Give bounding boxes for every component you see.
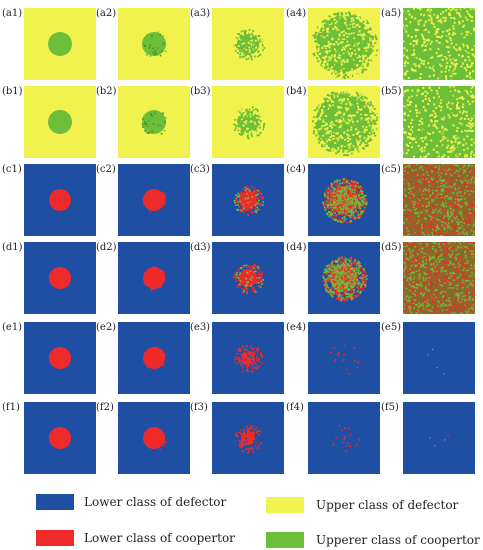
panel-a2 xyxy=(118,8,190,80)
lattice-b3 xyxy=(212,86,284,158)
lattice-c1 xyxy=(24,164,96,236)
lattice-e4 xyxy=(308,322,380,394)
panel-label-f1: (f1) xyxy=(2,402,20,413)
panel-grid: (a1) (a2) (a3) (a4) (a5) (b1) (b2) (b3) (b4) (b5)… xyxy=(2,8,475,474)
panel-label-a5: (a5) xyxy=(381,8,402,19)
panel-d5 xyxy=(403,242,475,314)
panel-c1 xyxy=(24,164,96,236)
panel-f3 xyxy=(212,402,284,474)
panel-d3 xyxy=(212,242,284,314)
panel-label-c4: (c4) xyxy=(286,164,306,175)
lattice-f2 xyxy=(118,402,190,474)
lattice-f5 xyxy=(403,402,475,474)
lattice-f1 xyxy=(24,402,96,474)
panel-label-a4: (a4) xyxy=(286,8,307,19)
legend-swatch-lower-cooperator xyxy=(36,530,74,546)
panel-label-d2: (d2) xyxy=(96,242,117,253)
lattice-b2 xyxy=(118,86,190,158)
panel-e4 xyxy=(308,322,380,394)
lattice-e1 xyxy=(24,322,96,394)
panel-a3 xyxy=(212,8,284,80)
legend-label-upper-defector: Upper class of defector xyxy=(316,498,459,512)
panel-b5 xyxy=(403,86,475,158)
panel-label-f5: (f5) xyxy=(381,402,399,413)
lattice-c5 xyxy=(403,164,475,236)
lattice-e3 xyxy=(212,322,284,394)
panel-e5 xyxy=(403,322,475,394)
panel-label-f2: (f2) xyxy=(96,402,114,413)
panel-e3 xyxy=(212,322,284,394)
lattice-c3 xyxy=(212,164,284,236)
panel-label-c5: (c5) xyxy=(381,164,401,175)
panel-a4 xyxy=(308,8,380,80)
panel-label-f4: (f4) xyxy=(286,402,304,413)
panel-b4 xyxy=(308,86,380,158)
panel-b2 xyxy=(118,86,190,158)
panel-label-d5: (d5) xyxy=(381,242,402,253)
panel-label-c1: (c1) xyxy=(2,164,22,175)
panel-a1 xyxy=(24,8,96,80)
lattice-d5 xyxy=(403,242,475,314)
legend-swatch-upper-defector xyxy=(266,497,304,513)
panel-f1 xyxy=(24,402,96,474)
lattice-c2 xyxy=(118,164,190,236)
lattice-a4 xyxy=(308,8,380,80)
panel-f5 xyxy=(403,402,475,474)
legend-label-lower-defector: Lower class of defector xyxy=(84,495,227,509)
panel-label-e2: (e2) xyxy=(96,322,117,333)
lattice-a5 xyxy=(403,8,475,80)
panel-c5 xyxy=(403,164,475,236)
lattice-c4 xyxy=(308,164,380,236)
panel-label-e1: (e1) xyxy=(2,322,23,333)
panel-a5 xyxy=(403,8,475,80)
panel-c3 xyxy=(212,164,284,236)
panel-b3 xyxy=(212,86,284,158)
panel-label-b2: (b2) xyxy=(96,86,117,97)
panel-label-e4: (e4) xyxy=(286,322,307,333)
lattice-d2 xyxy=(118,242,190,314)
panel-label-d4: (d4) xyxy=(286,242,307,253)
panel-label-c2: (c2) xyxy=(96,164,116,175)
panel-label-b4: (b4) xyxy=(286,86,307,97)
lattice-b4 xyxy=(308,86,380,158)
panel-label-e3: (e3) xyxy=(190,322,211,333)
legend-swatch-lower-defector xyxy=(36,494,74,510)
panel-label-b5: (b5) xyxy=(381,86,402,97)
panel-d4 xyxy=(308,242,380,314)
panel-c2 xyxy=(118,164,190,236)
lattice-f4 xyxy=(308,402,380,474)
panel-f4 xyxy=(308,402,380,474)
panel-label-d3: (d3) xyxy=(190,242,211,253)
lattice-a3 xyxy=(212,8,284,80)
panel-label-a3: (a3) xyxy=(190,8,211,19)
lattice-b1 xyxy=(24,86,96,158)
legend-label-lower-cooperator: Lower class of coopertor xyxy=(84,531,235,545)
panel-c4 xyxy=(308,164,380,236)
panel-d2 xyxy=(118,242,190,314)
panel-e1 xyxy=(24,322,96,394)
panel-label-a2: (a2) xyxy=(96,8,117,19)
legend-swatch-upper-cooperator xyxy=(266,532,304,548)
lattice-e2 xyxy=(118,322,190,394)
lattice-a2 xyxy=(118,8,190,80)
lattice-d3 xyxy=(212,242,284,314)
lattice-d4 xyxy=(308,242,380,314)
lattice-d1 xyxy=(24,242,96,314)
panel-d1 xyxy=(24,242,96,314)
lattice-f3 xyxy=(212,402,284,474)
panel-label-d1: (d1) xyxy=(2,242,23,253)
panel-label-c3: (c3) xyxy=(190,164,210,175)
panel-label-b1: (b1) xyxy=(2,86,23,97)
panel-label-e5: (e5) xyxy=(381,322,402,333)
panel-label-b3: (b3) xyxy=(190,86,211,97)
lattice-a1 xyxy=(24,8,96,80)
panel-e2 xyxy=(118,322,190,394)
legend-label-upper-cooperator: Upperer class of coopertor xyxy=(316,533,480,547)
panel-f2 xyxy=(118,402,190,474)
lattice-e5 xyxy=(403,322,475,394)
lattice-b5 xyxy=(403,86,475,158)
panel-label-f3: (f3) xyxy=(190,402,208,413)
panel-b1 xyxy=(24,86,96,158)
panel-label-a1: (a1) xyxy=(2,8,23,19)
